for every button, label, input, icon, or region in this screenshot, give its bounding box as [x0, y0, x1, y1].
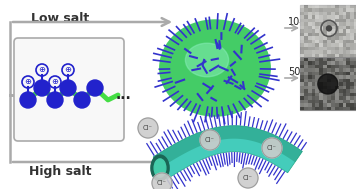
Circle shape — [138, 118, 158, 138]
Text: Cl⁻: Cl⁻ — [143, 125, 153, 131]
Ellipse shape — [160, 20, 270, 116]
Ellipse shape — [185, 43, 229, 77]
Text: Cl⁻: Cl⁻ — [157, 180, 167, 186]
Text: Cl⁻: Cl⁻ — [267, 145, 277, 151]
PathPatch shape — [153, 126, 302, 179]
Text: High salt: High salt — [29, 165, 91, 178]
Text: 50-mer: 50-mer — [288, 67, 323, 77]
Text: ⊕: ⊕ — [25, 77, 31, 87]
Circle shape — [326, 26, 331, 31]
Text: Cl⁻: Cl⁻ — [243, 175, 253, 181]
Text: 10-mer: 10-mer — [288, 17, 323, 27]
Bar — [300, 58, 356, 110]
Circle shape — [47, 92, 63, 108]
Circle shape — [20, 92, 36, 108]
Circle shape — [74, 92, 90, 108]
FancyBboxPatch shape — [14, 38, 124, 141]
Text: ⊕: ⊕ — [64, 66, 72, 74]
Circle shape — [152, 173, 172, 189]
Circle shape — [238, 168, 258, 188]
Text: ⊕: ⊕ — [52, 77, 58, 87]
Circle shape — [60, 80, 76, 96]
Ellipse shape — [151, 155, 169, 181]
Text: Cl⁻: Cl⁻ — [205, 137, 215, 143]
Text: ⊕: ⊕ — [38, 66, 46, 74]
Text: Low salt: Low salt — [31, 12, 89, 25]
PathPatch shape — [153, 126, 302, 168]
Circle shape — [318, 74, 338, 94]
Text: ...: ... — [116, 88, 132, 102]
Circle shape — [200, 130, 220, 150]
Circle shape — [34, 80, 50, 96]
Circle shape — [262, 138, 282, 158]
Ellipse shape — [154, 159, 166, 177]
Bar — [300, 5, 356, 57]
Circle shape — [87, 80, 103, 96]
